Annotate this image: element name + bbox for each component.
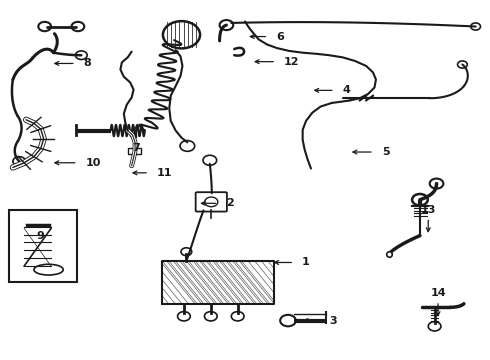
Text: 14: 14 bbox=[430, 288, 446, 298]
Text: 1: 1 bbox=[302, 257, 310, 267]
Text: 12: 12 bbox=[284, 57, 299, 67]
Text: 13: 13 bbox=[420, 205, 436, 215]
Text: 8: 8 bbox=[84, 58, 92, 68]
FancyBboxPatch shape bbox=[196, 192, 227, 212]
Text: 10: 10 bbox=[86, 158, 101, 168]
Text: 11: 11 bbox=[157, 168, 172, 178]
Bar bbox=[9, 211, 77, 282]
Text: 7: 7 bbox=[133, 143, 141, 153]
Text: 3: 3 bbox=[329, 316, 337, 325]
Text: 9: 9 bbox=[37, 231, 45, 241]
Text: 5: 5 bbox=[382, 147, 390, 157]
Text: 4: 4 bbox=[343, 85, 351, 95]
Text: 6: 6 bbox=[276, 32, 284, 41]
Text: 2: 2 bbox=[226, 198, 234, 208]
Bar bbox=[128, 148, 142, 154]
